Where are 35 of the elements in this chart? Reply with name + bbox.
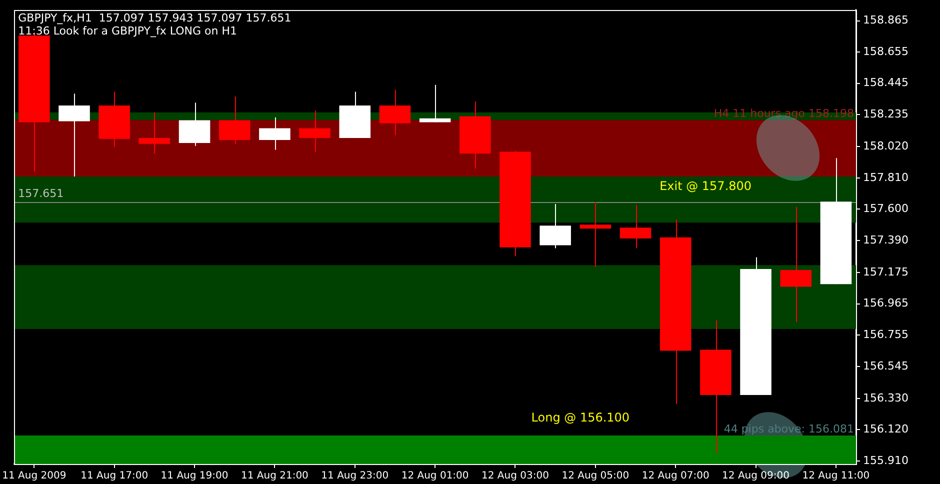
y-tick-label: 158.020 (863, 140, 908, 153)
y-tick-label: 156.120 (863, 422, 908, 436)
y-tick-label: 156.965 (863, 296, 908, 310)
x-tick-label: 12 Aug 07:00 (642, 470, 710, 482)
x-tick-label: 12 Aug 09:00 (722, 470, 790, 482)
text: 11:36 Look for a GBPJPY_fx LONG on H1 (18, 24, 237, 38)
y-tick-label: 157.600 (863, 202, 908, 216)
y-tick-label: 156.330 (863, 391, 908, 404)
x-tick-label: 11 Aug 21:00 (240, 470, 308, 482)
candlestick (138, 112, 170, 154)
candlestick (419, 84, 451, 123)
annotation: Long @ 156.100 (531, 410, 630, 425)
x-tick-label: 11 Aug 2009 (2, 470, 66, 482)
y-tick-label: 155.910 (863, 454, 908, 467)
band-label: H4 11 hours ago 158.198 (714, 107, 854, 120)
y-tick-label: 158.865 (863, 14, 908, 27)
chart-title: GBPJPY_fx,H1 157.097 157.943 157.097 157.651 (18, 12, 292, 25)
x-tick-label: 11 Aug 23:00 (321, 470, 389, 482)
x-tick-label: 12 Aug 03:00 (482, 470, 549, 482)
x-tick-label: 12 Aug 01:00 (401, 470, 469, 482)
x-tick-label: 12 Aug 05:00 (562, 470, 630, 482)
annotation: Exit @ 157.800 (660, 178, 752, 193)
candlestick (580, 201, 612, 268)
x-tick-label: 11 Aug 17:00 (80, 470, 148, 482)
y-tick-label: 158.655 (863, 44, 908, 58)
y-tick-label: 157.175 (863, 265, 908, 278)
y-tick-label: 157.810 (863, 170, 908, 184)
y-tick-label: 156.545 (863, 359, 908, 372)
ref-line-label: 157.651 (18, 187, 64, 200)
y-tick-label: 157.390 (863, 233, 908, 246)
x-tick-label: 12 Aug 11:00 (802, 470, 870, 482)
y-tick-label: 158.235 (863, 107, 908, 120)
y-tick-label: 156.755 (863, 328, 908, 341)
y-tick-label: 158.445 (863, 76, 908, 90)
x-tick-label: 11 Aug 19:00 (160, 470, 228, 482)
